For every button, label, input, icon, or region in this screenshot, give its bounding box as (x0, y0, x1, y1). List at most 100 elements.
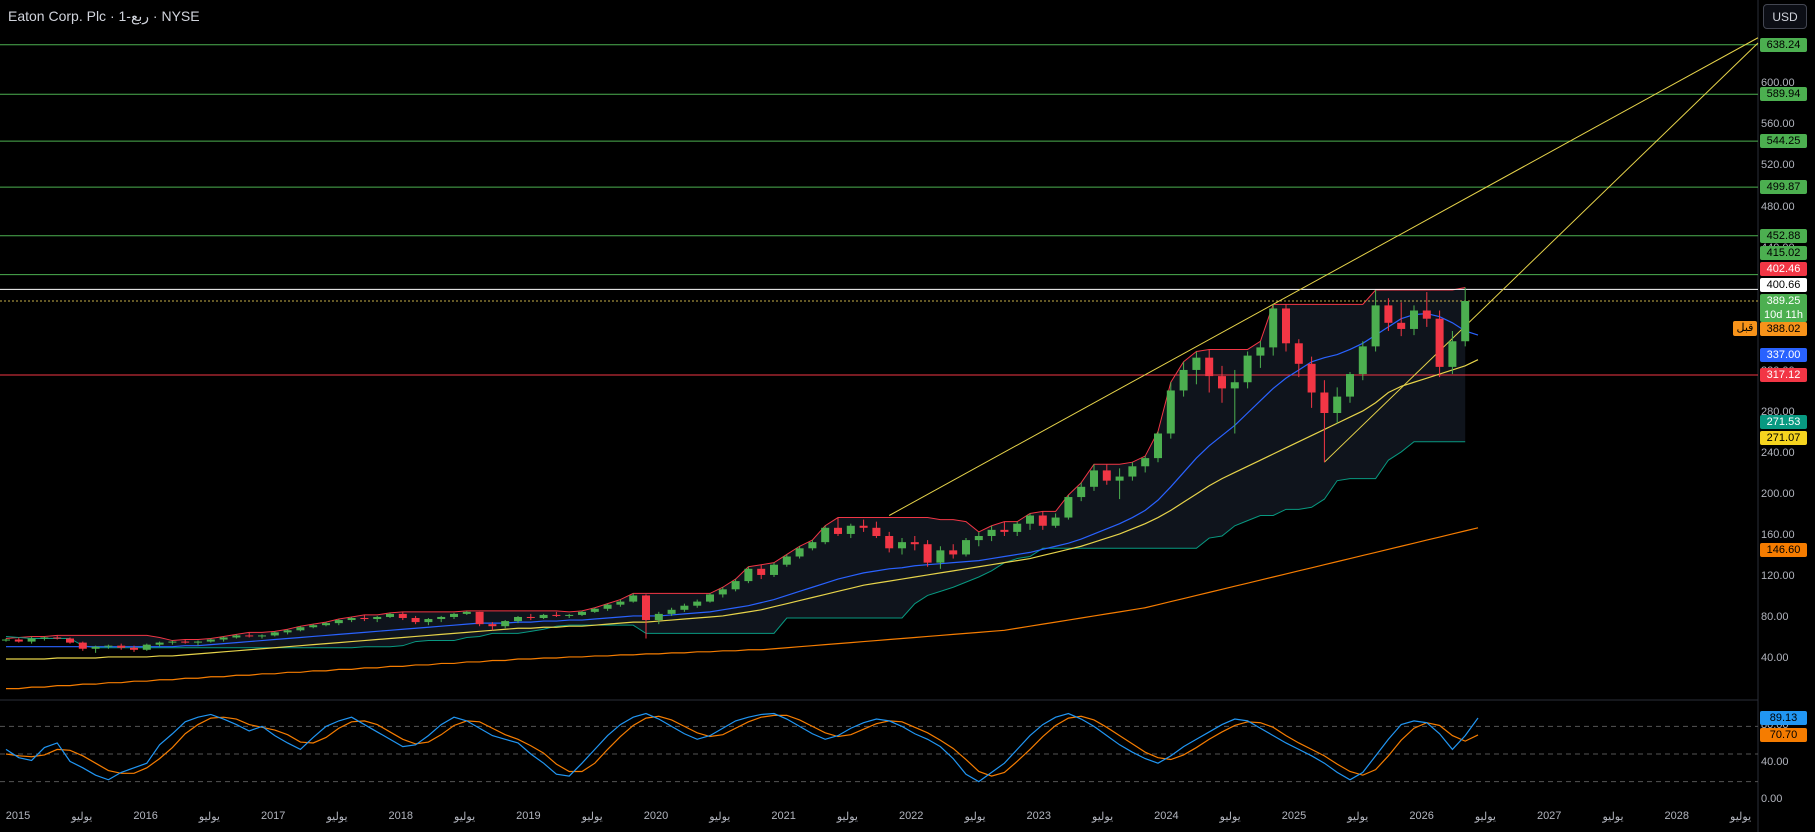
candle (782, 556, 791, 565)
candle (629, 595, 638, 602)
candle (411, 618, 420, 623)
candle (78, 642, 87, 649)
price-tick: 600.00 (1761, 77, 1795, 89)
stoch-d-line (5, 714, 1479, 777)
time-label: يوليو (326, 811, 348, 823)
ma-orange-line (6, 527, 1479, 690)
candle (437, 616, 446, 620)
candle (2, 639, 10, 641)
candle (1422, 310, 1431, 319)
price-badge-green-line: 452.88 (1760, 228, 1807, 243)
time-label: 2026 (1409, 810, 1434, 822)
candle (642, 595, 650, 621)
candle (1230, 382, 1239, 389)
price-badge-green-line: 544.25 (1760, 134, 1807, 149)
candle (360, 618, 369, 620)
stoch-k-line (5, 712, 1479, 783)
candle (718, 589, 727, 595)
candle (770, 564, 778, 575)
time-label: يوليو (1602, 811, 1624, 823)
candle (488, 624, 497, 627)
candle (206, 639, 215, 642)
candle (450, 613, 458, 617)
candle (1166, 390, 1175, 434)
candle (859, 525, 868, 528)
candle (680, 605, 689, 610)
time-label: 2017 (260, 810, 286, 822)
time-label: يوليو (836, 811, 858, 823)
candle (987, 529, 996, 536)
candle (693, 601, 702, 606)
candle (1269, 308, 1278, 348)
candle (142, 644, 151, 650)
candle (27, 638, 36, 642)
candle (552, 614, 561, 616)
candle (974, 536, 983, 541)
candle (1294, 343, 1303, 364)
candle (846, 525, 855, 534)
candle (1154, 433, 1162, 459)
price-tick: 160.00 (1761, 529, 1795, 541)
ma-blue-line (6, 312, 1479, 648)
candle (424, 619, 433, 623)
candle (232, 635, 241, 638)
candle (245, 635, 254, 637)
candle (834, 527, 842, 534)
candle (270, 632, 279, 636)
candle (539, 614, 548, 618)
candle (1051, 517, 1060, 526)
time-label: يوليو (581, 811, 603, 823)
candle (526, 616, 535, 618)
time-label: يوليو (1092, 811, 1114, 823)
candle (117, 645, 126, 648)
candle (1141, 458, 1150, 467)
candle (898, 542, 906, 549)
time-label: 2016 (133, 810, 158, 822)
candle (309, 625, 318, 628)
candle (821, 527, 830, 543)
candle (168, 641, 177, 643)
candle (795, 548, 804, 557)
candle (130, 647, 138, 650)
currency-button[interactable]: USD (1763, 4, 1807, 29)
price-badge-green-line: 638.24 (1760, 37, 1807, 52)
time-label: 2020 (643, 810, 669, 822)
stoch-badge: 89.13 (1760, 711, 1807, 725)
chart-title: Eaton Corp. Plc · 1-ربع · NYSE (8, 8, 200, 24)
candle (181, 641, 190, 643)
ma-yellow-line (6, 359, 1479, 660)
trendline-upper (888, 37, 1759, 516)
candle (347, 618, 356, 621)
candle (1064, 497, 1073, 518)
time-label: يوليو (1474, 811, 1496, 823)
candle (1282, 308, 1290, 344)
price-tick: 240.00 (1761, 447, 1795, 459)
time-label: يوليو (709, 811, 731, 823)
candle (1307, 363, 1316, 393)
time-label: 2019 (516, 810, 541, 822)
time-label: 2023 (1026, 810, 1052, 822)
candle (757, 568, 766, 575)
price-tick: 200.00 (1761, 488, 1795, 500)
stoch-tick: 40.00 (1761, 756, 1789, 769)
candle (1013, 523, 1022, 532)
candle (578, 611, 586, 615)
candle (1346, 374, 1354, 397)
price-tick: 80.00 (1761, 611, 1789, 623)
candle (501, 621, 510, 627)
time-label: يوليو (71, 811, 93, 823)
candle (155, 642, 164, 645)
time-label: 2015 (5, 810, 31, 822)
stoch-badge: 70.70 (1760, 727, 1807, 742)
time-label: يوليو (198, 811, 220, 823)
candle (744, 568, 753, 582)
last-price-value: 389.25 (1766, 295, 1801, 307)
candle (1192, 357, 1201, 370)
candle (1128, 466, 1137, 477)
candle (616, 601, 625, 605)
price-badge-green-line: 499.87 (1760, 180, 1807, 195)
price-badge-green-line: 589.94 (1760, 87, 1807, 102)
candle (66, 638, 74, 643)
candle (706, 594, 714, 602)
